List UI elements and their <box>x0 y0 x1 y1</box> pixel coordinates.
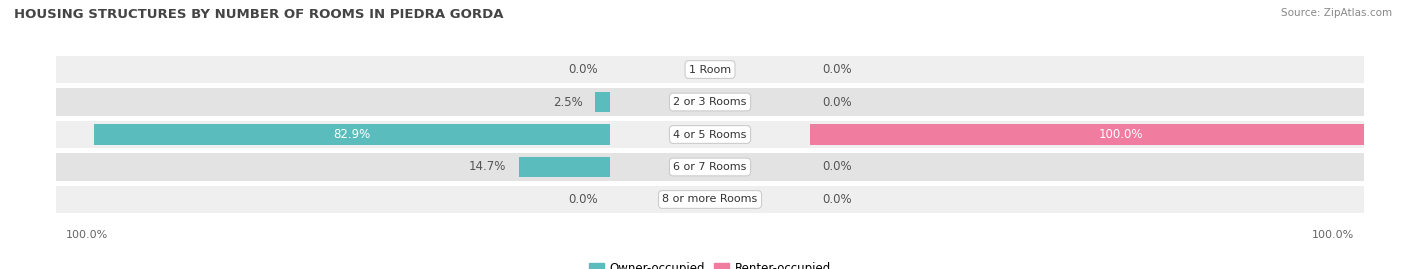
Bar <box>519 157 610 177</box>
Bar <box>810 125 1406 144</box>
Text: 14.7%: 14.7% <box>470 161 506 174</box>
Bar <box>56 186 1364 213</box>
Text: Source: ZipAtlas.com: Source: ZipAtlas.com <box>1281 8 1392 18</box>
Text: 4 or 5 Rooms: 4 or 5 Rooms <box>673 129 747 140</box>
Text: 0.0%: 0.0% <box>823 95 852 108</box>
Legend: Owner-occupied, Renter-occupied: Owner-occupied, Renter-occupied <box>585 258 835 269</box>
Text: 8 or more Rooms: 8 or more Rooms <box>662 194 758 204</box>
Text: 0.0%: 0.0% <box>823 193 852 206</box>
Text: 2.5%: 2.5% <box>553 95 582 108</box>
Bar <box>56 56 1364 83</box>
Text: 0.0%: 0.0% <box>823 63 852 76</box>
Text: 100.0%: 100.0% <box>1098 128 1143 141</box>
Text: 82.9%: 82.9% <box>333 128 371 141</box>
Bar <box>595 92 610 112</box>
Text: HOUSING STRUCTURES BY NUMBER OF ROOMS IN PIEDRA GORDA: HOUSING STRUCTURES BY NUMBER OF ROOMS IN… <box>14 8 503 21</box>
Text: 2 or 3 Rooms: 2 or 3 Rooms <box>673 97 747 107</box>
Bar <box>56 121 1364 148</box>
Bar <box>94 125 610 144</box>
Text: 0.0%: 0.0% <box>568 63 598 76</box>
Text: 1 Room: 1 Room <box>689 65 731 75</box>
Bar <box>56 88 1364 116</box>
Text: 0.0%: 0.0% <box>823 161 852 174</box>
Text: 6 or 7 Rooms: 6 or 7 Rooms <box>673 162 747 172</box>
Text: 0.0%: 0.0% <box>568 193 598 206</box>
Bar <box>56 153 1364 181</box>
